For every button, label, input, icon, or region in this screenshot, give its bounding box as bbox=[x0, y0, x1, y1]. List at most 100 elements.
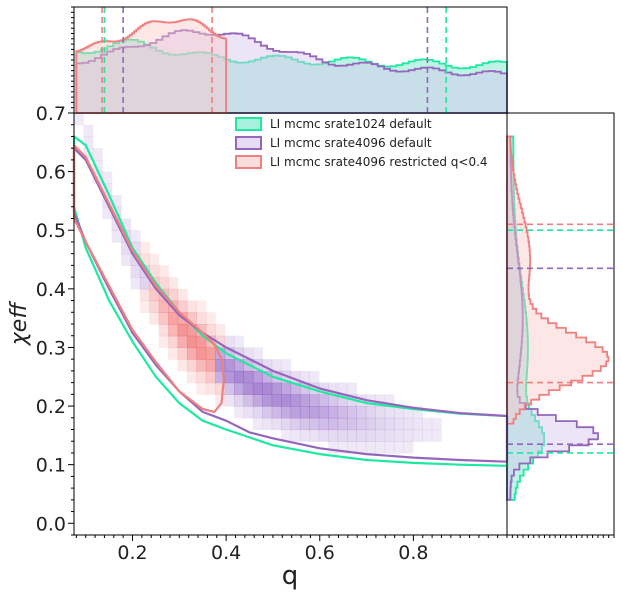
legend-swatch bbox=[235, 155, 262, 169]
heatmap-cell bbox=[281, 429, 292, 442]
y-tick-label: 0.3 bbox=[36, 337, 66, 359]
heatmap-cell bbox=[111, 230, 122, 243]
heatmap-cell bbox=[337, 441, 348, 454]
heatmap-cell bbox=[215, 370, 226, 384]
joint-contour-panel bbox=[72, 112, 509, 536]
heatmap-cell bbox=[215, 324, 226, 337]
x-tick-label: 0.6 bbox=[305, 542, 335, 564]
density-heatmap bbox=[74, 113, 442, 454]
heatmap-cell bbox=[252, 394, 263, 407]
q-histogram-2 bbox=[75, 18, 227, 114]
heatmap-cell bbox=[252, 417, 263, 431]
heatmap-cell bbox=[186, 312, 197, 325]
heatmap-cell bbox=[356, 441, 367, 454]
heatmap-cell bbox=[177, 359, 188, 372]
heatmap-cell bbox=[186, 324, 197, 337]
heatmap-cell bbox=[130, 265, 141, 278]
heatmap-cell bbox=[149, 288, 160, 302]
heatmap-cell bbox=[328, 394, 339, 407]
heatmap-cell bbox=[262, 394, 273, 407]
heatmap-cell bbox=[234, 382, 245, 395]
heatmap-cell bbox=[224, 370, 235, 384]
heatmap-cell bbox=[139, 253, 150, 266]
heatmap-cell bbox=[121, 241, 132, 255]
contour-restricted bbox=[72, 144, 225, 413]
x-tick-label: 0.2 bbox=[117, 542, 147, 564]
heatmap-cell bbox=[243, 370, 254, 384]
heatmap-cell bbox=[271, 359, 282, 372]
heatmap-cell bbox=[139, 277, 150, 290]
heatmap-cell bbox=[262, 382, 273, 395]
heatmap-cell bbox=[205, 312, 216, 325]
chi-eff-histogram-1 bbox=[506, 135, 599, 501]
heatmap-cell bbox=[431, 429, 442, 442]
heatmap-cell bbox=[130, 277, 141, 290]
heatmap-cell bbox=[234, 406, 245, 419]
heatmap-cell bbox=[92, 171, 103, 184]
heatmap-cell bbox=[139, 300, 150, 313]
chi-eff-marginal-panel bbox=[506, 112, 615, 538]
heatmap-cell bbox=[196, 347, 207, 360]
heatmap-cell bbox=[186, 335, 197, 349]
legend-label: LI mcmc srate1024 default bbox=[270, 117, 432, 131]
heatmap-cell bbox=[281, 394, 292, 407]
heatmap-cell bbox=[328, 382, 339, 395]
chi-eff-histogram-0 bbox=[506, 135, 545, 501]
heatmap-cell bbox=[365, 441, 376, 454]
heatmap-cell bbox=[375, 406, 386, 419]
heatmap-cell bbox=[139, 288, 150, 302]
x-axis-ticks: 0.2 0.4 0.6 0.8 bbox=[75, 535, 508, 564]
heatmap-cell bbox=[252, 370, 263, 384]
heatmap-cell bbox=[149, 253, 160, 266]
heatmap-cell bbox=[168, 312, 179, 325]
heatmap-cell bbox=[394, 441, 405, 454]
chi-eff-histogram-2 bbox=[506, 135, 610, 425]
heatmap-cell bbox=[403, 406, 414, 419]
heatmap-cell bbox=[252, 359, 263, 372]
heatmap-cell bbox=[309, 394, 320, 407]
heatmap-cell bbox=[384, 417, 395, 431]
heatmap-cell bbox=[299, 406, 310, 419]
q-marginal-panel bbox=[71, 6, 508, 114]
heatmap-cell bbox=[318, 429, 329, 442]
heatmap-cell bbox=[234, 370, 245, 384]
heatmap-cell bbox=[121, 218, 132, 231]
heatmap-cell bbox=[394, 406, 405, 419]
heatmap-cell bbox=[365, 429, 376, 442]
heatmap-cell bbox=[215, 394, 226, 407]
heatmap-cell bbox=[168, 277, 179, 290]
heatmap-cell bbox=[328, 429, 339, 442]
heatmap-cell bbox=[158, 300, 169, 313]
heatmap-cell bbox=[375, 417, 386, 431]
heatmap-cell bbox=[158, 277, 169, 290]
heatmap-cell bbox=[281, 382, 292, 395]
y-axis-label: χeff bbox=[7, 301, 32, 347]
y-tick-label: 0.5 bbox=[36, 220, 66, 242]
heatmap-cell bbox=[375, 394, 386, 407]
heatmap-cell bbox=[262, 370, 273, 384]
heatmap-cell bbox=[205, 370, 216, 384]
heatmap-cell bbox=[243, 382, 254, 395]
y-tick-label: 0.1 bbox=[36, 455, 66, 477]
heatmap-cell bbox=[92, 148, 103, 161]
heatmap-cell bbox=[158, 335, 169, 349]
heatmap-cell bbox=[224, 335, 235, 349]
heatmap-cell bbox=[299, 417, 310, 431]
heatmap-cell bbox=[168, 288, 179, 302]
heatmap-cell bbox=[309, 417, 320, 431]
heatmap-cell bbox=[102, 206, 113, 220]
heatmap-cell bbox=[83, 148, 94, 161]
heatmap-cell bbox=[384, 394, 395, 407]
legend-label: LI mcmc srate4096 default bbox=[270, 136, 432, 150]
heatmap-cell bbox=[271, 394, 282, 407]
heatmap-cell bbox=[346, 429, 357, 442]
heatmap-cell bbox=[83, 136, 94, 149]
heatmap-cell bbox=[234, 335, 245, 349]
heatmap-cell bbox=[290, 370, 301, 384]
heatmap-cell bbox=[252, 382, 263, 395]
heatmap-cell bbox=[356, 394, 367, 407]
heatmap-cell bbox=[177, 300, 188, 313]
heatmap-cell bbox=[271, 406, 282, 419]
heatmap-cell bbox=[290, 417, 301, 431]
heatmap-cell bbox=[215, 359, 226, 372]
